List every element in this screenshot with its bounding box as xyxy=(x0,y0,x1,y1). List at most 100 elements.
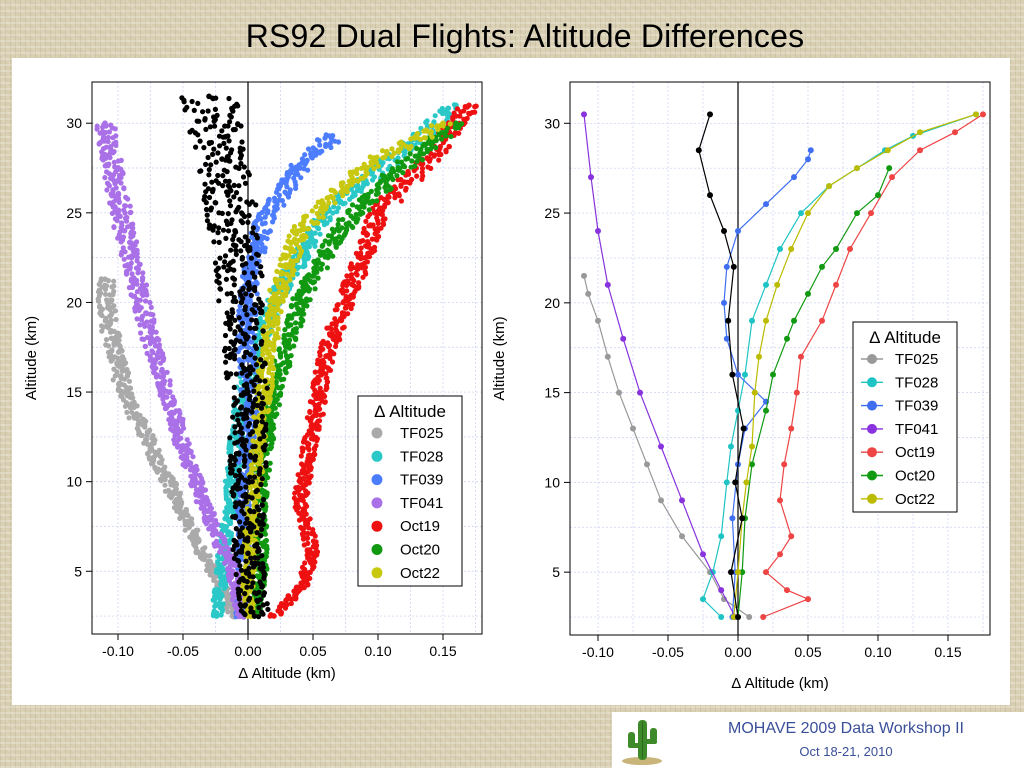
data-point xyxy=(729,515,736,522)
data-point xyxy=(271,291,277,297)
data-point xyxy=(728,443,734,450)
data-point xyxy=(326,200,332,206)
data-point xyxy=(358,250,364,256)
data-point xyxy=(400,141,406,147)
data-point xyxy=(241,270,247,276)
data-point xyxy=(304,240,310,246)
data-point xyxy=(127,239,133,245)
data-point xyxy=(150,349,156,356)
data-point xyxy=(461,108,467,114)
data-point xyxy=(216,210,222,216)
data-point xyxy=(746,614,753,621)
data-point xyxy=(784,587,790,594)
data-point xyxy=(191,107,197,113)
data-point xyxy=(229,478,236,485)
data-point xyxy=(245,407,251,413)
data-point xyxy=(228,290,234,296)
data-point xyxy=(102,291,109,297)
data-point xyxy=(134,239,140,245)
legend-swatch xyxy=(371,450,383,462)
data-point xyxy=(440,120,446,127)
data-point xyxy=(223,235,229,241)
data-point xyxy=(303,575,309,581)
data-point xyxy=(195,100,201,106)
data-point xyxy=(235,324,241,330)
data-point xyxy=(202,545,208,551)
data-point xyxy=(354,272,360,278)
data-point xyxy=(108,297,114,303)
data-point xyxy=(211,589,217,595)
data-point xyxy=(205,154,211,161)
data-point xyxy=(403,156,409,162)
data-point xyxy=(249,307,255,313)
data-point xyxy=(223,359,229,365)
data-point xyxy=(422,135,428,141)
data-point xyxy=(236,500,243,506)
data-point xyxy=(630,425,636,432)
data-point xyxy=(112,216,118,222)
data-point xyxy=(293,320,299,326)
data-point xyxy=(312,286,318,292)
data-point xyxy=(349,202,356,208)
y-tick-label: 20 xyxy=(66,294,82,310)
x-tick-label: 0.00 xyxy=(234,643,261,659)
data-point xyxy=(235,412,241,418)
data-point xyxy=(232,591,238,597)
data-point xyxy=(432,113,438,119)
data-point xyxy=(211,239,217,245)
data-point xyxy=(247,325,253,331)
data-point xyxy=(231,384,237,390)
data-point xyxy=(308,150,314,156)
data-point xyxy=(234,611,240,617)
data-point xyxy=(379,148,386,154)
data-point xyxy=(307,297,313,303)
data-point xyxy=(259,241,265,247)
data-point xyxy=(215,150,221,156)
data-point xyxy=(160,379,166,385)
data-point xyxy=(189,98,195,105)
data-point xyxy=(243,484,249,490)
data-point xyxy=(301,232,307,238)
data-point xyxy=(215,265,221,271)
data-point xyxy=(224,310,230,316)
data-point xyxy=(206,172,212,178)
data-point xyxy=(326,331,333,337)
data-point xyxy=(448,133,454,140)
legend-label: Oct20 xyxy=(400,542,440,559)
data-point xyxy=(241,453,247,459)
data-point xyxy=(285,593,291,599)
data-point xyxy=(120,245,126,251)
data-point xyxy=(296,288,302,294)
data-point xyxy=(304,415,310,421)
data-point xyxy=(217,286,223,292)
data-point xyxy=(170,394,176,400)
data-point xyxy=(232,352,238,359)
data-point xyxy=(240,285,246,291)
data-point xyxy=(128,260,134,266)
data-point xyxy=(250,444,256,450)
data-point xyxy=(316,424,322,430)
data-point xyxy=(335,205,341,211)
data-point xyxy=(306,441,312,447)
data-point xyxy=(238,404,245,410)
data-point xyxy=(205,186,211,192)
data-point xyxy=(141,417,147,423)
data-point xyxy=(225,268,231,274)
data-point xyxy=(419,169,425,175)
data-point xyxy=(216,133,223,139)
data-point xyxy=(239,139,245,145)
data-point xyxy=(126,378,132,384)
data-point xyxy=(265,606,271,613)
data-point xyxy=(262,206,268,212)
page-title: RS92 Dual Flights: Altitude Differences xyxy=(245,18,805,54)
data-point xyxy=(259,609,265,615)
data-point xyxy=(253,362,260,368)
data-point xyxy=(271,613,277,619)
data-point xyxy=(197,138,203,144)
data-point xyxy=(335,302,341,308)
data-point xyxy=(323,132,329,138)
data-point xyxy=(233,164,239,170)
data-point xyxy=(216,586,222,593)
data-point xyxy=(112,164,118,170)
data-point xyxy=(220,601,226,607)
